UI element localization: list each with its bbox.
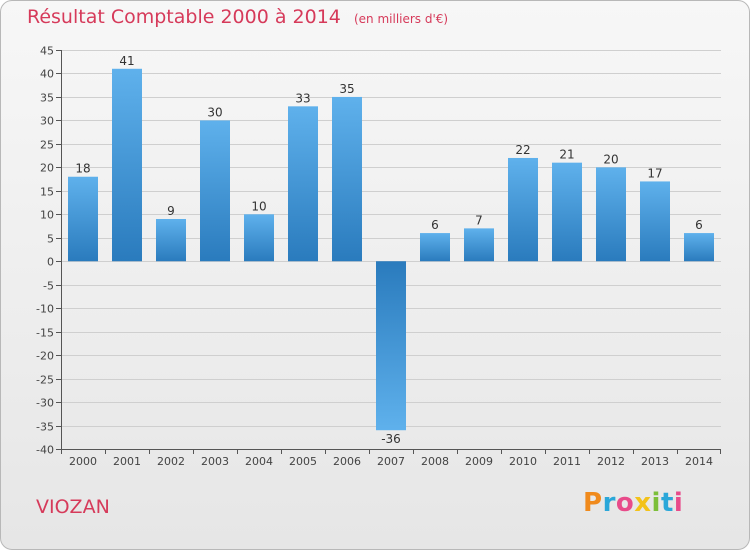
commune-name: VIOZAN — [36, 496, 110, 518]
bar-2010 — [508, 157, 538, 262]
x-tick-label-2003: 2003 — [201, 455, 229, 468]
y-tick-label: -40 — [36, 444, 54, 457]
logo-letter: i — [651, 488, 661, 518]
x-tick-label-2012: 2012 — [597, 455, 625, 468]
y-tick-label: 0 — [47, 256, 54, 269]
bar-2003 — [200, 120, 230, 262]
bar-2013 — [640, 181, 670, 262]
value-label-2003: 30 — [207, 105, 222, 119]
x-tick-label-2007: 2007 — [377, 455, 405, 468]
x-tick-label-2000: 2000 — [69, 455, 97, 468]
y-tick-label: -30 — [36, 397, 54, 410]
value-label-2014: 6 — [695, 218, 703, 232]
chart-title: Résultat Comptable 2000 à 2014 — [27, 6, 341, 28]
x-tick-label-2013: 2013 — [641, 455, 669, 468]
axis-layer: 45 40 35 30 25 20 15 10 5 0 -5 -10 -15 -20 -25 -30 -35 -4… — [36, 45, 721, 468]
value-label-2012: 20 — [603, 152, 618, 166]
value-label-2013: 17 — [647, 166, 662, 180]
y-tick-label: 10 — [40, 209, 54, 222]
value-label-2011: 21 — [559, 148, 574, 162]
bar-2004 — [244, 214, 274, 262]
y-tick-label: 30 — [40, 115, 54, 128]
logo-letter: t — [660, 488, 674, 518]
x-tick-label-2006: 2006 — [333, 455, 361, 468]
value-label-2009: 7 — [475, 213, 483, 227]
bar-2014 — [684, 233, 714, 262]
y-tick-label: 45 — [40, 45, 54, 58]
x-tick-label-2002: 2002 — [157, 455, 185, 468]
y-tick-label: 40 — [40, 68, 54, 81]
y-tick-label: 5 — [47, 233, 54, 246]
value-label-2006: 35 — [339, 82, 354, 96]
value-label-2010: 22 — [515, 143, 530, 157]
x-tick-label-2004: 2004 — [245, 455, 273, 468]
logo-letter: o — [615, 488, 635, 518]
x-tick-label-2001: 2001 — [113, 455, 141, 468]
chart-unit: (en milliers d'€) — [353, 12, 449, 26]
logo-letter: x — [634, 488, 652, 518]
bar-2012 — [596, 167, 626, 262]
y-tick-label: 25 — [40, 139, 54, 152]
bar-2011 — [552, 162, 582, 262]
bar-2006 — [332, 96, 362, 262]
value-label-2008: 6 — [431, 218, 439, 232]
chart-header: Résultat Comptable 2000 à 2014 (en milli… — [27, 6, 448, 28]
y-tick-label: -20 — [36, 350, 54, 363]
value-label-2002: 9 — [167, 204, 175, 218]
value-label-2007: -36 — [381, 432, 401, 446]
value-label-2001: 41 — [119, 54, 134, 68]
y-tick-label: 35 — [40, 92, 54, 105]
y-tick-label: -25 — [36, 374, 54, 387]
logo-letter: i — [673, 488, 684, 518]
bar-2005 — [288, 106, 318, 262]
value-label-2004: 10 — [251, 199, 266, 213]
bar-2007 — [376, 261, 406, 431]
y-tick-label: 15 — [40, 186, 54, 199]
value-label-2000: 18 — [75, 162, 90, 176]
y-tick-label: 20 — [40, 162, 54, 175]
x-tick-label-2005: 2005 — [289, 455, 317, 468]
bar-2002 — [156, 218, 186, 262]
labels-layer: 18 41 9 30 10 33 35 -36 6 7 22 21 20 17 6 — [75, 54, 702, 446]
logo-letter: P — [583, 488, 603, 518]
logo-letter: r — [602, 488, 616, 518]
x-tick-label-2011: 2011 — [553, 455, 581, 468]
y-tick-label: -15 — [36, 327, 54, 340]
bars-layer — [68, 68, 714, 431]
x-tick-label-2014: 2014 — [685, 455, 713, 468]
bar-2008 — [420, 233, 450, 262]
proxiti-logo: Proxiti — [583, 488, 683, 518]
y-tick-label: -10 — [36, 303, 54, 316]
bar-2009 — [464, 228, 494, 262]
x-tick-label-2010: 2010 — [509, 455, 537, 468]
x-tick-label-2008: 2008 — [421, 455, 449, 468]
y-tick-label: -35 — [36, 421, 54, 434]
bar-2000 — [68, 176, 98, 262]
x-tick-label-2009: 2009 — [465, 455, 493, 468]
y-tick-label: -5 — [43, 280, 54, 293]
value-label-2005: 33 — [295, 91, 310, 105]
bar-2001 — [112, 68, 142, 262]
